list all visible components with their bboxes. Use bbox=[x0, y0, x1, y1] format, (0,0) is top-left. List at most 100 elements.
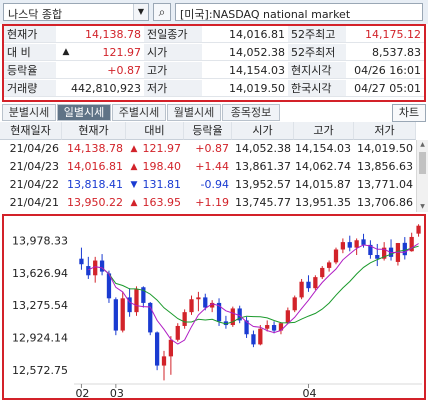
candlestick-chart: 13,978.33 13,626.94 13,275.54 12,924.14 12,5… bbox=[2, 214, 426, 400]
quote-label: 등락율 bbox=[4, 62, 56, 79]
cell-open: 13,861.37 bbox=[235, 160, 291, 173]
cell-low: 13,771.04 bbox=[357, 178, 413, 191]
change-value: 121.97 bbox=[76, 44, 144, 61]
tab-monthly[interactable]: 월별시세 bbox=[167, 104, 221, 121]
quote-label: 전일종가 bbox=[144, 26, 202, 43]
candle-up bbox=[258, 328, 263, 345]
low-value: 14,019.50 bbox=[202, 80, 288, 97]
candle-up bbox=[409, 236, 414, 252]
candle-down bbox=[106, 273, 112, 299]
candle-up bbox=[120, 298, 125, 331]
candle-down bbox=[306, 281, 311, 289]
candle-down bbox=[361, 239, 366, 245]
candle-down bbox=[271, 325, 277, 331]
column-header[interactable]: 고가 bbox=[294, 122, 354, 140]
candle-down bbox=[237, 308, 242, 321]
candle-up bbox=[313, 277, 318, 289]
cell-high: 14,015.87 bbox=[295, 178, 351, 191]
quote-label: 거래량 bbox=[4, 80, 56, 97]
candle-up bbox=[134, 289, 139, 313]
low-52w-value: 8,537.83 bbox=[346, 44, 424, 61]
candle-down bbox=[79, 258, 84, 265]
table-row[interactable]: 21/04/21 13,950.22 ▲ 163.95 +1.19 13,745… bbox=[0, 194, 416, 212]
open-value: 14,052.38 bbox=[202, 44, 288, 61]
candle-down bbox=[86, 266, 91, 276]
candle-down bbox=[368, 244, 373, 256]
scrollbar-thumb[interactable] bbox=[419, 152, 426, 174]
x-tick-label: 03 bbox=[110, 387, 124, 398]
daily-table: 현재일자 현재가 대비 등락율 시가 고가 저가 21/04/26 14,138… bbox=[0, 122, 428, 212]
quote-row: 대 비 ▲ 121.97 시가 14,052.38 52주최저 8,537.83 bbox=[4, 44, 424, 62]
high-52w-value: 14,175.12 bbox=[346, 26, 424, 43]
candle-down bbox=[216, 302, 222, 322]
chart-svg: 13,978.33 13,626.94 13,275.54 12,924.14 12,5… bbox=[12, 224, 422, 398]
y-tick-label: 12,924.14 bbox=[12, 332, 68, 345]
quote-label: 52주최저 bbox=[288, 44, 346, 61]
column-header[interactable]: 현재가 bbox=[62, 122, 126, 140]
candle-up bbox=[230, 308, 235, 326]
y-tick-label: 12,572.75 bbox=[12, 364, 68, 377]
cell-high: 13,951.35 bbox=[295, 196, 351, 209]
column-header[interactable]: 저가 bbox=[354, 122, 416, 140]
quote-row: 현재가 14,138.78 전일종가 14,016.81 52주최고 14,17… bbox=[4, 26, 424, 44]
cell-high: 14,154.03 bbox=[295, 142, 351, 155]
candle-down bbox=[251, 334, 256, 345]
cell-low: 13,856.63 bbox=[357, 160, 413, 173]
candle-up bbox=[182, 312, 187, 326]
tab-stock-info[interactable]: 종목정보 bbox=[222, 104, 280, 121]
tab-weekly[interactable]: 주별시세 bbox=[112, 104, 166, 121]
up-arrow-icon: ▲ bbox=[130, 162, 138, 172]
candle-up bbox=[333, 249, 339, 263]
candle-up bbox=[354, 240, 359, 248]
candle-up bbox=[161, 356, 167, 366]
cell-open: 13,952.57 bbox=[235, 178, 291, 191]
column-header[interactable]: 등락율 bbox=[184, 122, 232, 140]
candle-up bbox=[299, 281, 304, 298]
column-header[interactable]: 대비 bbox=[126, 122, 184, 140]
cell-change: 163.95 bbox=[142, 196, 182, 209]
cell-date: 21/04/26 bbox=[9, 142, 59, 155]
table-scrollbar[interactable]: ▲ ▼ bbox=[416, 140, 428, 212]
candle-up bbox=[382, 247, 387, 259]
local-time-value: 04/26 16:01 bbox=[346, 62, 424, 79]
candle-up bbox=[265, 325, 270, 329]
cell-change: 131.81 bbox=[142, 178, 182, 191]
volume-value: 442,810,923 bbox=[56, 80, 144, 97]
tab-daily[interactable]: 일별시세 bbox=[57, 104, 111, 121]
candle-up bbox=[340, 242, 346, 250]
scroll-down-icon[interactable]: ▼ bbox=[420, 203, 425, 210]
table-row[interactable]: 21/04/23 14,016.81 ▲ 198.40 +1.44 13,861… bbox=[0, 158, 416, 176]
quote-label: 저가 bbox=[144, 80, 202, 97]
cell-price: 13,950.22 bbox=[67, 196, 123, 209]
cell-rate: +1.19 bbox=[195, 196, 229, 209]
current-price-value: 14,138.78 bbox=[56, 26, 144, 43]
y-tick-label: 13,275.54 bbox=[12, 299, 68, 312]
cell-date: 21/04/22 bbox=[9, 178, 59, 191]
cell-date: 21/04/23 bbox=[9, 160, 59, 173]
chart-button[interactable]: 차트 bbox=[392, 104, 426, 122]
x-tick-label: 04 bbox=[302, 387, 316, 398]
down-arrow-icon: ▼ bbox=[130, 180, 138, 190]
symbol-select[interactable]: 나스닥 종합 ▼ bbox=[3, 3, 149, 21]
quote-label: 52주최고 bbox=[288, 26, 346, 43]
scroll-up-icon[interactable]: ▲ bbox=[420, 141, 425, 148]
candle-down bbox=[347, 242, 352, 248]
cell-low: 14,019.50 bbox=[357, 142, 413, 155]
korea-time-value: 04/27 05:01 bbox=[346, 80, 424, 97]
candle-up bbox=[196, 297, 201, 300]
candle-down bbox=[148, 302, 153, 333]
column-header[interactable]: 시가 bbox=[232, 122, 294, 140]
tab-minute[interactable]: 분별시세 bbox=[2, 104, 56, 121]
column-header[interactable]: 현재일자 bbox=[0, 122, 62, 140]
chevron-down-icon[interactable]: ▼ bbox=[133, 4, 148, 20]
up-arrow-icon: ▲ bbox=[130, 144, 138, 154]
cell-rate: +1.44 bbox=[195, 160, 229, 173]
candle-up bbox=[285, 310, 290, 324]
candle-up bbox=[93, 260, 98, 276]
quote-label: 시가 bbox=[144, 44, 202, 61]
search-icon[interactable]: ⌕ bbox=[153, 3, 171, 21]
table-row[interactable]: 21/04/22 13,818.41 ▼ 131.81 -0.94 13,952… bbox=[0, 176, 416, 194]
cell-change: 121.97 bbox=[142, 142, 182, 155]
ma-line-short bbox=[88, 243, 419, 345]
table-row[interactable]: 21/04/26 14,138.78 ▲ 121.97 +0.87 14,052… bbox=[0, 140, 416, 158]
